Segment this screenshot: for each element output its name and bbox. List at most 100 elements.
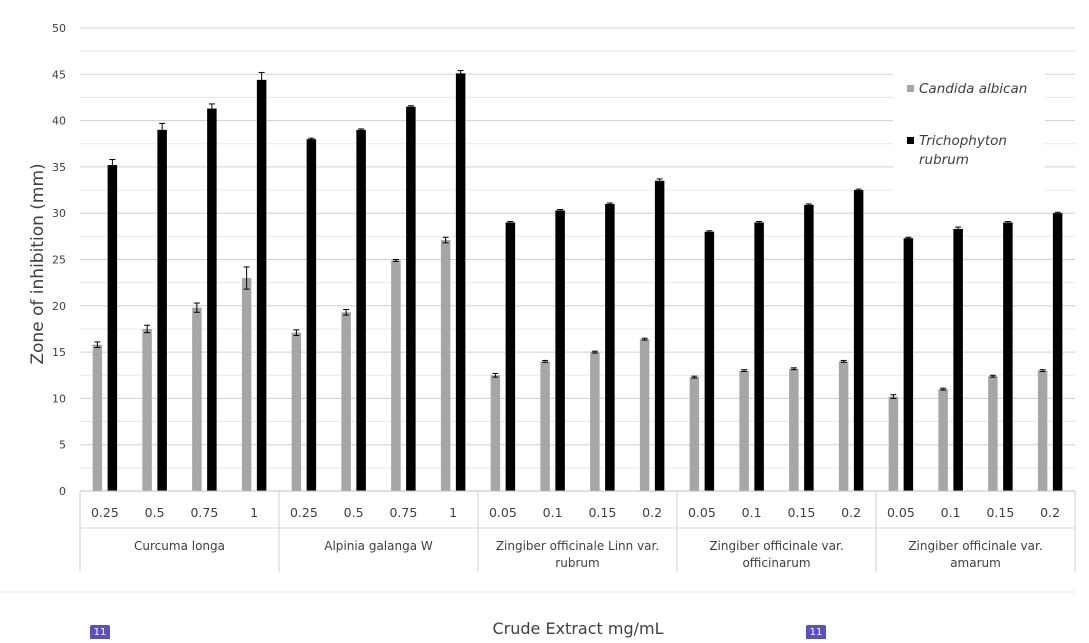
bar-candida	[92, 344, 103, 491]
group-label-line: officinarum	[742, 556, 810, 570]
x-tick-label: 0.25	[91, 505, 119, 520]
error-bars	[94, 70, 1061, 399]
group-label: Zingiber officinale var. amarum	[908, 539, 1042, 570]
x-tick-label: 0.05	[489, 505, 517, 520]
bar-candida	[938, 389, 948, 491]
bar-candida	[590, 352, 600, 491]
y-axis-label: Zone of inhibition (mm)	[28, 163, 48, 364]
x-tick-label: 0.05	[688, 505, 716, 520]
bar-candida	[192, 307, 202, 491]
y-tick-label: 35	[52, 161, 66, 174]
bar-candida	[739, 370, 749, 491]
x-tick-label: 0.75	[190, 505, 218, 520]
bar-candida	[838, 361, 849, 491]
page-badge: 11	[806, 625, 826, 639]
bar-trichophyton	[605, 203, 615, 491]
legend-label-trichophyton: Trichophyton rubrum	[919, 133, 1007, 168]
bar-candida	[888, 396, 899, 491]
x-tick-label: 0.15	[986, 505, 1014, 520]
bar-trichophyton	[555, 210, 565, 491]
bar-trichophyton	[654, 180, 665, 492]
bar-candida	[142, 328, 152, 491]
axes: 0 5 10 15 20 25 30 35 40 45 50 0.25 0.5 0.75 1 0.25 0.5 0…	[0, 22, 1076, 593]
x-tick-label: 0.5	[344, 505, 364, 520]
y-tick-label: 45	[52, 68, 66, 81]
bar-trichophyton	[853, 190, 864, 492]
legend-swatch-trichophyton	[907, 137, 914, 144]
x-tick-label: 1	[449, 505, 457, 520]
group-label-line: rubrum	[555, 556, 599, 570]
x-tick-label: 0.1	[941, 505, 961, 520]
x-tick-label: 0.2	[1040, 505, 1060, 520]
bar-candida	[490, 375, 501, 491]
y-tick-label: 25	[52, 254, 66, 267]
bar-candida	[540, 361, 550, 491]
x-tick-label: 1	[250, 505, 258, 520]
x-tick-label: 0.5	[145, 505, 165, 520]
x-tick-label: 0.2	[642, 505, 662, 520]
x-tick-label: 0.1	[543, 505, 563, 520]
bar-candida	[341, 312, 351, 491]
group-label-line: Zingiber officinale var.	[709, 539, 843, 553]
y-tick-label: 40	[52, 115, 66, 128]
bar-candida	[241, 278, 252, 491]
group-label: Alpinia galanga W	[324, 539, 433, 553]
y-tick-label: 0	[59, 485, 66, 498]
bars	[92, 73, 1063, 492]
bar-candida	[689, 377, 700, 491]
group-label-line: Zingiber officinale var.	[908, 539, 1042, 553]
y-tick-label: 30	[52, 207, 66, 220]
bar-trichophyton	[157, 129, 167, 492]
bar-trichophyton	[704, 231, 715, 491]
bar-candida	[291, 332, 302, 491]
group-label: Zingiber officinale Linn var. rubrum	[496, 539, 659, 570]
x-tick-label: 0.15	[588, 505, 616, 520]
group-label: Zingiber officinale var. officinarum	[709, 539, 843, 570]
bar-trichophyton	[804, 204, 814, 491]
bar-trichophyton	[207, 108, 217, 491]
y-tick-label: 20	[52, 300, 66, 313]
x-tick-label: 0.25	[290, 505, 318, 520]
legend-label-candida: Candida albican	[919, 81, 1027, 97]
group-label-line: Zingiber officinale Linn var.	[496, 539, 659, 553]
legend-label-line: Trichophyton	[919, 133, 1007, 149]
x-axis-label: Crude Extract mg/mL	[493, 619, 664, 638]
legend-label-line: Candida albican	[919, 81, 1027, 97]
bar-candida	[988, 376, 998, 491]
bar-candida	[391, 260, 401, 491]
bar-trichophyton	[455, 73, 466, 492]
x-tick-label: 0.1	[742, 505, 762, 520]
bar-trichophyton	[107, 165, 118, 491]
y-tick-label: 10	[52, 392, 66, 405]
bar-candida	[639, 339, 650, 491]
bar-trichophyton	[256, 79, 267, 491]
bar-trichophyton	[356, 129, 366, 492]
x-tick-label: 0.2	[841, 505, 861, 520]
legend-swatch-candida	[907, 85, 914, 92]
bar-candida	[440, 240, 451, 491]
bar-candida	[789, 368, 799, 491]
bar-candida	[1037, 370, 1048, 491]
page-badge: 11	[90, 625, 110, 639]
legend-label-line: rubrum	[919, 152, 969, 168]
y-tick-label: 15	[52, 346, 66, 359]
bar-trichophyton	[754, 222, 764, 491]
group-label-line: Alpinia galanga W	[324, 539, 433, 553]
bar-trichophyton	[903, 238, 914, 491]
bar-trichophyton	[1052, 213, 1063, 491]
x-tick-label: 0.75	[389, 505, 417, 520]
x-tick-label: 0.15	[787, 505, 815, 520]
y-tick-label: 50	[52, 22, 66, 35]
bar-trichophyton	[1003, 222, 1013, 491]
group-label-line: Curcuma longa	[134, 539, 225, 553]
bar-trichophyton	[406, 106, 416, 492]
group-label-line: amarum	[950, 556, 1001, 570]
bar-trichophyton	[306, 139, 317, 491]
bar-trichophyton	[505, 222, 516, 491]
y-tick-label: 5	[59, 439, 66, 452]
bar-trichophyton	[953, 228, 963, 491]
group-label: Curcuma longa	[134, 539, 225, 553]
x-tick-label: 0.05	[887, 505, 915, 520]
